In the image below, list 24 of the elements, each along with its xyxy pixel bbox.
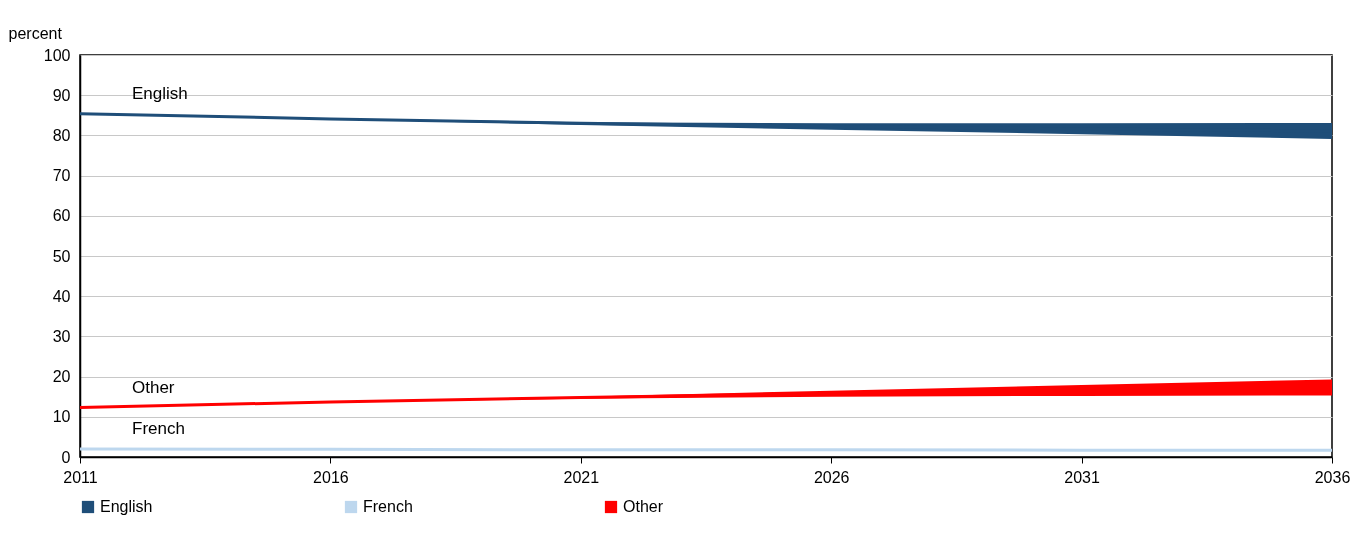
text: French [132, 418, 185, 438]
x-tick-label: 2011 [63, 468, 98, 486]
text: Other [132, 377, 175, 397]
y-tick-label: 80 [52, 126, 71, 144]
y-tick-label: 30 [52, 327, 71, 345]
x-tick-label: 2031 [1064, 468, 1100, 486]
legend-label: French [363, 498, 413, 515]
y-tick-label: 100 [43, 46, 71, 64]
y-axis-title: percent [8, 24, 63, 42]
y-tick-label: 90 [52, 86, 71, 104]
text: English [132, 83, 188, 103]
legend-label: Other [623, 498, 664, 515]
y-tick-label: 40 [52, 287, 71, 305]
x-tick-label: 2021 [563, 468, 600, 486]
y-tick-label: 60 [52, 207, 71, 225]
y-tick-label: 0 [61, 448, 71, 466]
y-tick-label: 20 [52, 368, 71, 386]
y-tick-label: 10 [52, 408, 71, 426]
y-tick-label: 70 [52, 167, 71, 185]
x-tick-label: 2026 [813, 468, 850, 486]
x-tick-label: 2016 [313, 468, 349, 486]
y-tick-label: 50 [52, 247, 71, 265]
legend-label: English [100, 498, 153, 515]
x-tick-label: 2036 [1314, 468, 1351, 486]
